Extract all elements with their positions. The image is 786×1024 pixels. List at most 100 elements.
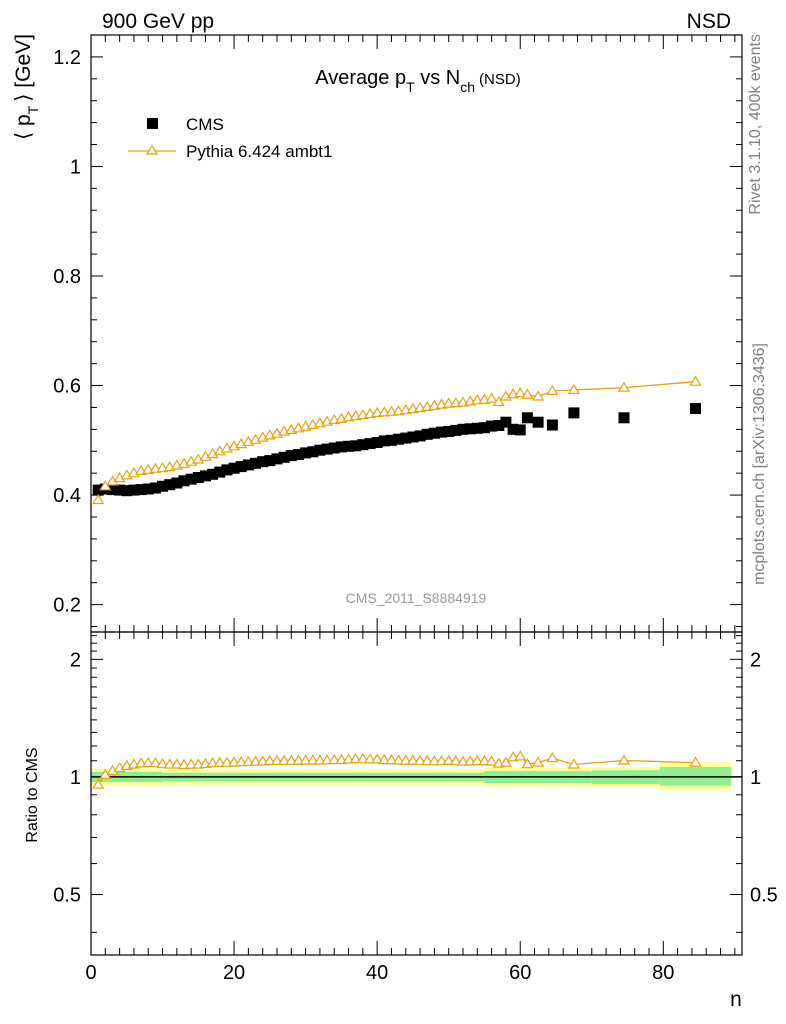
data-point-cms bbox=[421, 428, 433, 440]
data-point-cms bbox=[293, 449, 304, 460]
data-point-cms bbox=[457, 423, 469, 435]
ratio-point-mc bbox=[421, 754, 434, 766]
data-point-mc bbox=[99, 480, 112, 491]
data-point-cms bbox=[690, 403, 701, 414]
ratio-y-tick-label-right: 1 bbox=[750, 767, 761, 789]
data-point-cms bbox=[214, 466, 226, 478]
ratio-point-mc bbox=[306, 754, 319, 765]
data-point-cms bbox=[450, 424, 462, 436]
data-point-cms bbox=[200, 470, 211, 482]
ratio-point-mc bbox=[392, 754, 405, 765]
ratio-point-mc bbox=[292, 754, 305, 765]
data-point-cms bbox=[414, 430, 426, 442]
data-point-mc bbox=[514, 387, 527, 398]
ratio-point-mc bbox=[156, 757, 169, 769]
data-point-cms bbox=[171, 477, 183, 489]
data-point-cms bbox=[178, 475, 190, 487]
x-tick-label: 40 bbox=[366, 962, 388, 984]
ratio-point-mc bbox=[92, 778, 105, 789]
data-point-cms bbox=[257, 456, 269, 468]
ratio-point-mc bbox=[363, 753, 377, 764]
data-point-cms bbox=[242, 459, 254, 471]
data-point-cms bbox=[428, 427, 440, 439]
x-tick-label: 60 bbox=[509, 962, 531, 984]
data-point-cms bbox=[300, 447, 312, 459]
data-point-cms bbox=[285, 450, 297, 462]
ratio-point-mc bbox=[546, 752, 559, 763]
x-tick-label: 80 bbox=[652, 962, 674, 984]
data-point-cms bbox=[479, 422, 490, 434]
data-point-cms bbox=[500, 416, 512, 428]
data-point-cms bbox=[350, 440, 362, 452]
data-point-cms bbox=[221, 464, 233, 476]
data-point-cms bbox=[443, 426, 455, 437]
data-point-cms bbox=[207, 468, 219, 480]
data-point-cms bbox=[400, 432, 412, 444]
data-point-mc bbox=[92, 493, 105, 505]
ratio-axes: 0.5 0.51 12 20 20 40 60 80 bbox=[53, 631, 778, 984]
data-point-cms bbox=[307, 446, 319, 458]
ratio-point-mc bbox=[177, 758, 191, 770]
header-left: 900 GeV pp bbox=[102, 10, 214, 33]
ratio-point-mc bbox=[342, 753, 355, 764]
ratio-point-mc bbox=[414, 754, 427, 765]
data-point-cms bbox=[343, 440, 354, 452]
main-series bbox=[92, 375, 702, 505]
ratio-y-tick-label: 2 bbox=[70, 649, 81, 671]
ratio-point-mc bbox=[689, 756, 702, 767]
data-point-mc bbox=[689, 375, 702, 386]
ratio-point-mc bbox=[478, 754, 491, 766]
ratio-point-mc bbox=[170, 758, 183, 769]
ratio-point-mc bbox=[263, 754, 276, 766]
mcplots-label: mcplots.cern.ch [arXiv:1306.3436] bbox=[751, 343, 768, 585]
ratio-y-tick-label: 0.5 bbox=[53, 885, 81, 907]
ratio-point-mc bbox=[428, 755, 441, 766]
ratio-point-mc bbox=[142, 756, 155, 768]
data-point-cms bbox=[271, 453, 283, 465]
ratio-point-mc bbox=[449, 755, 462, 766]
ratio-point-mc bbox=[299, 754, 312, 765]
ratio-point-mc bbox=[514, 750, 527, 761]
ratio-point-mc bbox=[313, 754, 326, 765]
main-y-tick-label: 0.6 bbox=[53, 376, 81, 398]
ratio-point-mc bbox=[213, 756, 226, 768]
x-tick-label: 0 bbox=[85, 962, 96, 984]
data-point-mc bbox=[532, 390, 545, 401]
ratio-point-mc bbox=[406, 754, 419, 765]
data-point-cms bbox=[507, 423, 519, 435]
legend-marker-mc bbox=[145, 144, 159, 155]
data-point-cms bbox=[192, 472, 204, 483]
data-point-cms bbox=[92, 484, 104, 496]
main-y-label: ⟨ pT⟩ [GeV] bbox=[12, 34, 41, 140]
ratio-point-mc bbox=[185, 758, 198, 769]
data-point-cms bbox=[436, 426, 447, 438]
data-point-cms bbox=[142, 483, 154, 495]
ratio-point-mc bbox=[235, 756, 248, 767]
data-point-cms bbox=[364, 438, 376, 450]
main-y-tick-label: 0.2 bbox=[53, 595, 81, 617]
analysis-watermark: CMS_2011_S8884919 bbox=[346, 590, 487, 606]
ratio-point-mc bbox=[349, 753, 362, 764]
ratio-point-mc bbox=[471, 754, 484, 766]
ratio-point-mc bbox=[499, 756, 512, 767]
data-point-cms bbox=[235, 461, 247, 473]
ratio-point-mc bbox=[521, 758, 534, 769]
ratio-point-mc bbox=[270, 754, 284, 766]
ratio-point-mc bbox=[485, 755, 498, 766]
data-point-cms bbox=[514, 424, 526, 436]
main-y-tick-label: 1.2 bbox=[53, 47, 81, 69]
data-point-cms bbox=[546, 419, 558, 431]
data-point-cms bbox=[164, 479, 176, 491]
data-point-cms bbox=[121, 485, 133, 497]
ratio-y-label: Ratio to CMS bbox=[24, 747, 41, 842]
data-point-cms bbox=[264, 455, 276, 467]
data-point-cms bbox=[328, 442, 340, 454]
ratio-point-mc bbox=[249, 755, 262, 766]
ratio-point-mc bbox=[456, 755, 470, 766]
data-point-cms bbox=[378, 435, 390, 447]
data-point-cms bbox=[386, 434, 397, 446]
data-point-cms bbox=[321, 443, 333, 455]
ratio-point-mc bbox=[617, 754, 631, 765]
data-point-cms bbox=[371, 437, 383, 448]
ratio-y-tick-label-right: 2 bbox=[750, 649, 761, 671]
